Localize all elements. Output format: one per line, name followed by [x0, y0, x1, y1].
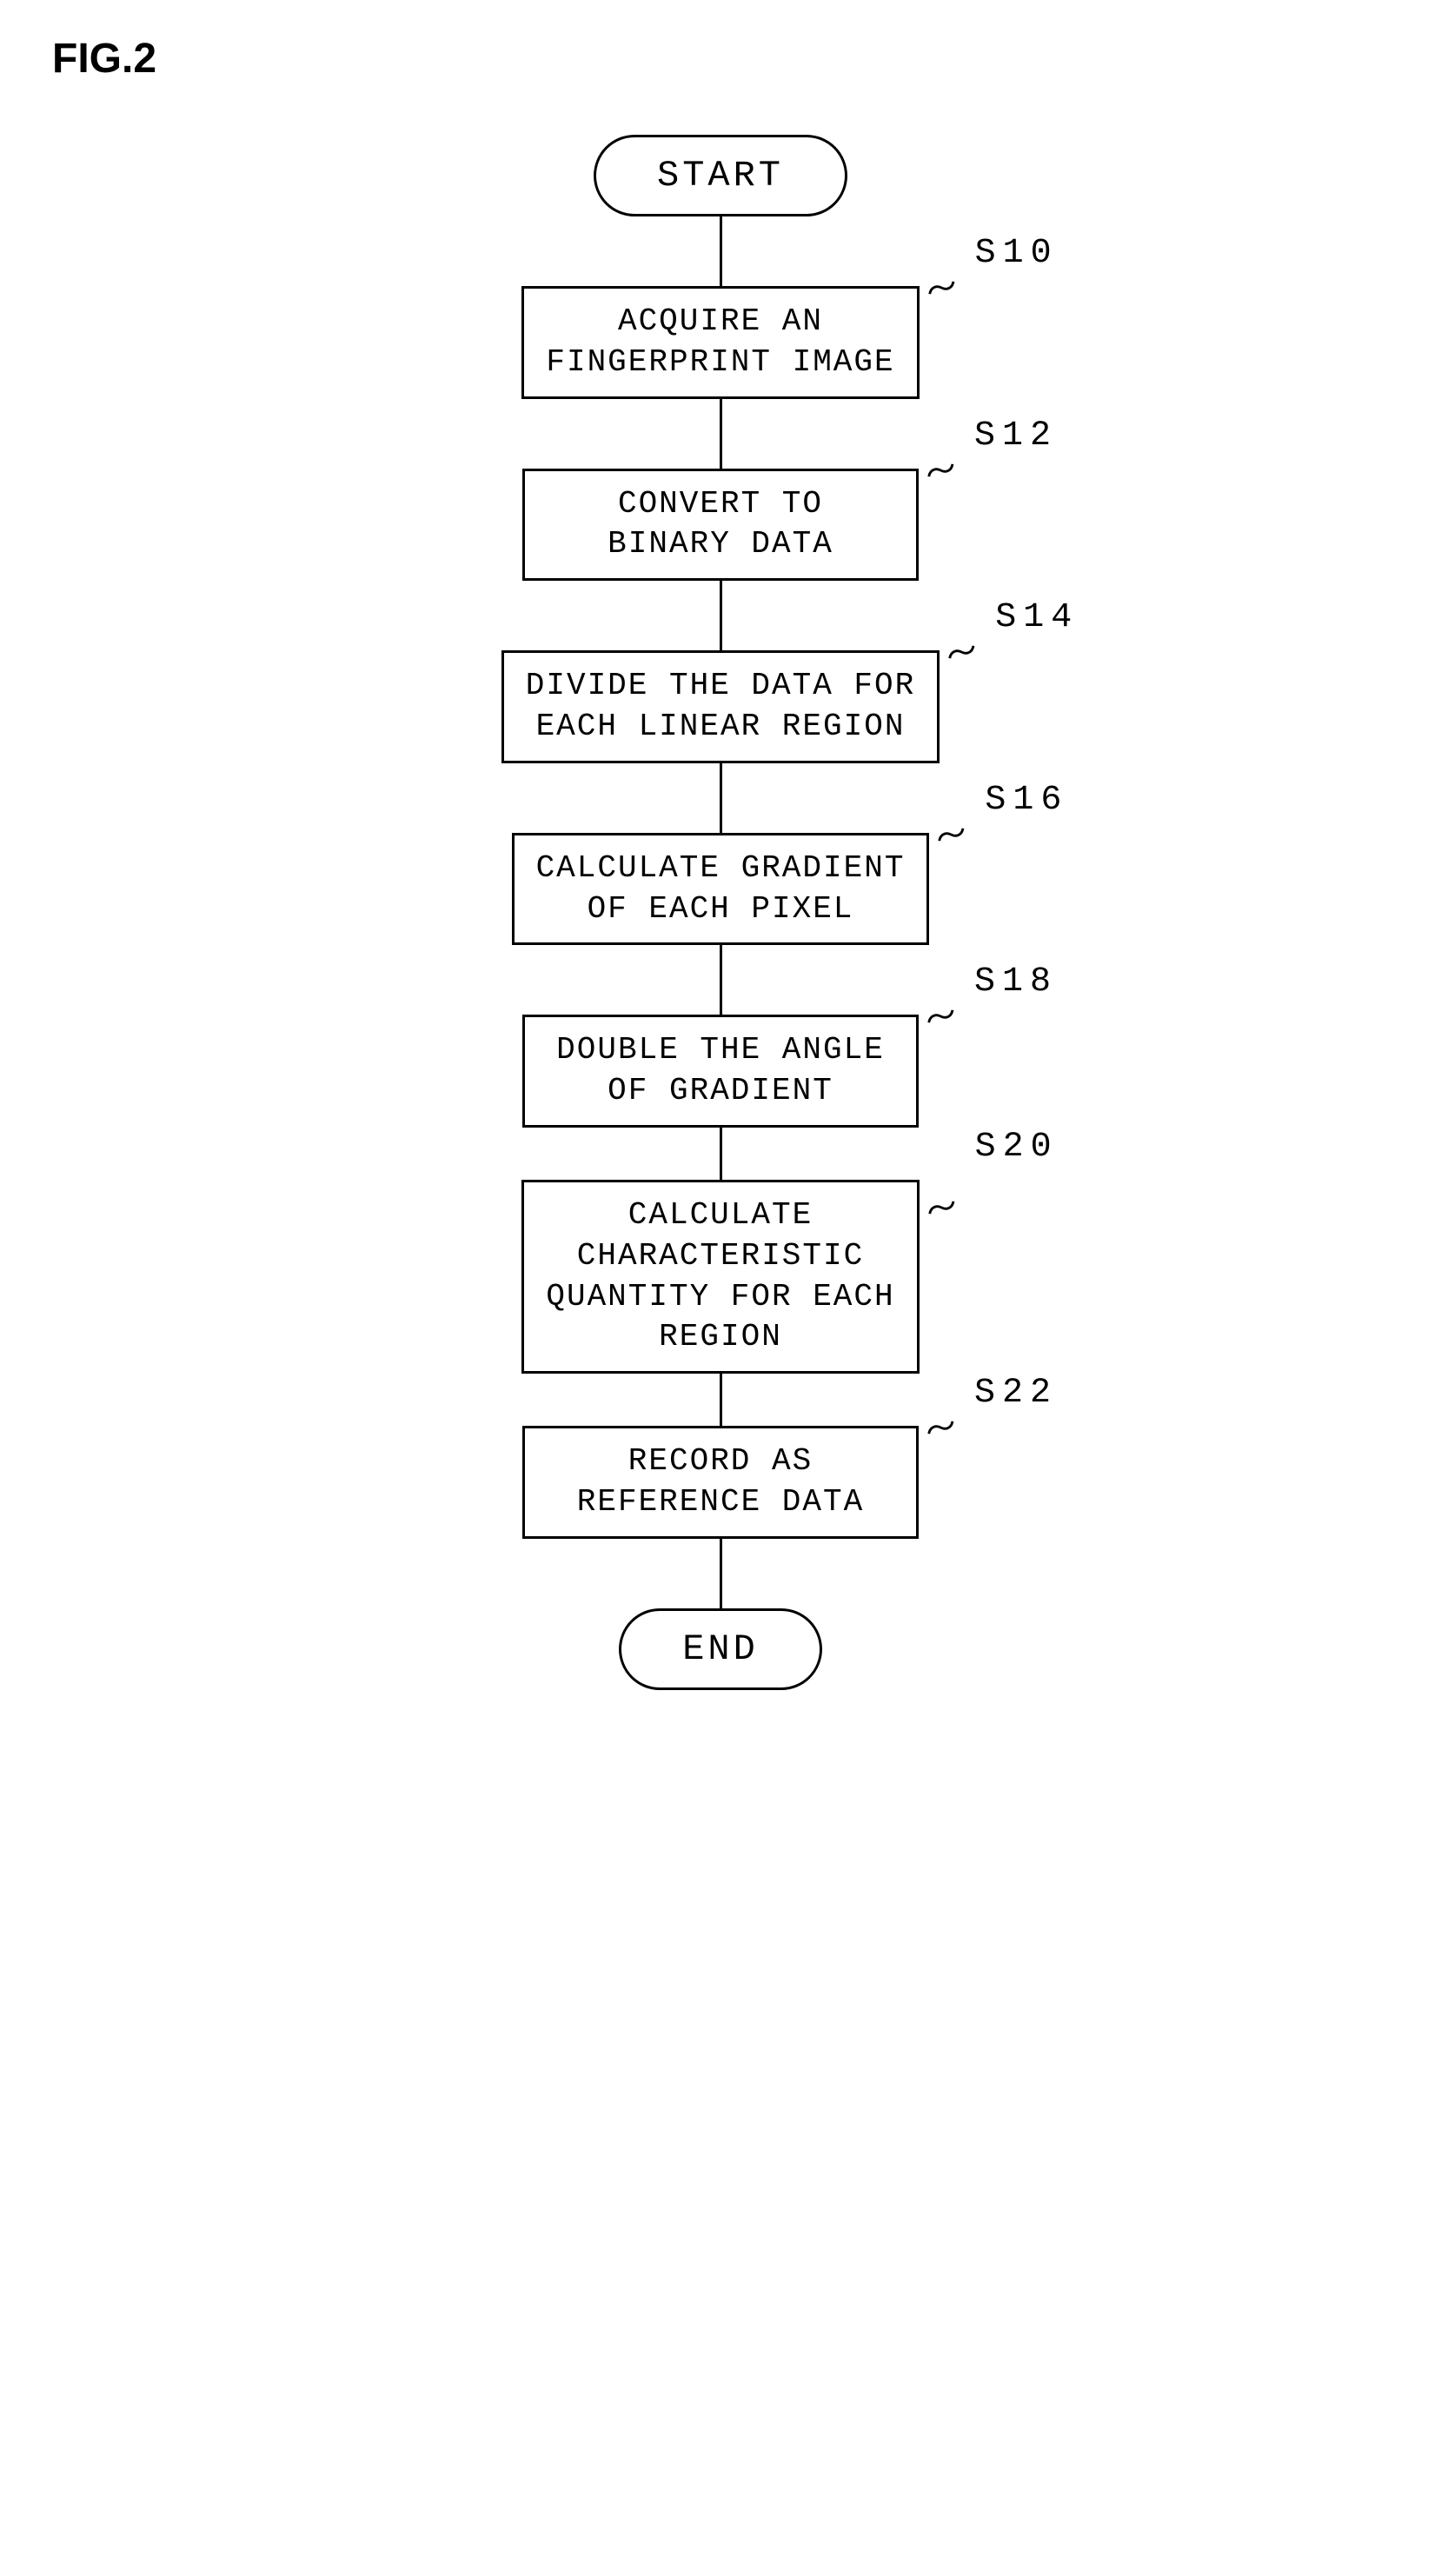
process-text: CALCULATE GRADIENT — [536, 850, 906, 886]
curve-icon: 〜 — [921, 1187, 966, 1236]
start-terminal: START — [594, 135, 847, 216]
connector — [720, 1374, 722, 1426]
figure-label: FIG.2 — [52, 35, 1406, 83]
connector — [720, 945, 722, 1015]
process-text: RECORD AS — [628, 1443, 813, 1479]
connector — [720, 216, 722, 286]
step-s10: S10 〜 ACQUIRE AN FINGERPRINT IMAGE — [521, 286, 919, 399]
step-label-s12: S12 — [974, 416, 1058, 456]
process-text: EACH LINEAR REGION — [536, 709, 906, 744]
process-box: 〜 CONVERT TO BINARY DATA — [522, 469, 919, 582]
process-box: 〜 DIVIDE THE DATA FOR EACH LINEAR REGION — [501, 650, 940, 763]
process-text: CHARACTERISTIC — [577, 1238, 864, 1274]
curve-icon: 〜 — [932, 814, 977, 863]
connector — [720, 1539, 722, 1608]
curve-icon: 〜 — [920, 449, 966, 499]
process-text: OF GRADIENT — [608, 1073, 833, 1108]
step-s20: S20 〜 CALCULATE CHARACTERISTIC QUANTITY … — [521, 1180, 919, 1374]
process-text: CONVERT TO — [618, 486, 823, 522]
process-box: 〜 RECORD AS REFERENCE DATA — [522, 1426, 919, 1539]
process-box: 〜 CALCULATE GRADIENT OF EACH PIXEL — [512, 833, 930, 946]
connector — [720, 1128, 722, 1180]
step-label-s16: S16 — [985, 781, 1068, 820]
curve-icon: 〜 — [941, 631, 986, 681]
step-s16: S16 〜 CALCULATE GRADIENT OF EACH PIXEL — [512, 833, 930, 946]
flowchart-container: START S10 〜 ACQUIRE AN FINGERPRINT IMAGE… — [35, 135, 1406, 1690]
step-s12: S12 〜 CONVERT TO BINARY DATA — [522, 469, 919, 582]
end-terminal: END — [619, 1608, 822, 1690]
curve-icon: 〜 — [921, 267, 966, 316]
connector — [720, 399, 722, 469]
curve-icon: 〜 — [920, 1407, 966, 1456]
process-text: ACQUIRE AN — [618, 303, 823, 339]
step-label-s22: S22 — [974, 1374, 1058, 1413]
connector — [720, 763, 722, 833]
process-text: DIVIDE THE DATA FOR — [526, 668, 915, 703]
process-text: REGION — [659, 1319, 782, 1355]
step-s22: S22 〜 RECORD AS REFERENCE DATA — [522, 1426, 919, 1539]
step-s18: S18 〜 DOUBLE THE ANGLE OF GRADIENT — [522, 1015, 919, 1128]
step-label-s20: S20 — [975, 1128, 1059, 1167]
step-label-s18: S18 — [974, 962, 1058, 1002]
process-text: OF EACH PIXEL — [588, 891, 854, 927]
curve-icon: 〜 — [920, 995, 966, 1045]
process-text: FINGERPRINT IMAGE — [546, 344, 894, 380]
process-text: QUANTITY FOR EACH — [546, 1279, 894, 1315]
step-label-s10: S10 — [975, 234, 1059, 273]
process-text: DOUBLE THE ANGLE — [556, 1032, 885, 1068]
connector — [720, 581, 722, 650]
process-text: REFERENCE DATA — [577, 1484, 864, 1520]
step-label-s14: S14 — [995, 598, 1079, 637]
process-box: 〜 ACQUIRE AN FINGERPRINT IMAGE — [521, 286, 919, 399]
process-text: CALCULATE — [628, 1197, 813, 1233]
process-box: 〜 CALCULATE CHARACTERISTIC QUANTITY FOR … — [521, 1180, 919, 1374]
process-text: BINARY DATA — [608, 526, 833, 562]
process-box: 〜 DOUBLE THE ANGLE OF GRADIENT — [522, 1015, 919, 1128]
step-s14: S14 〜 DIVIDE THE DATA FOR EACH LINEAR RE… — [501, 650, 940, 763]
